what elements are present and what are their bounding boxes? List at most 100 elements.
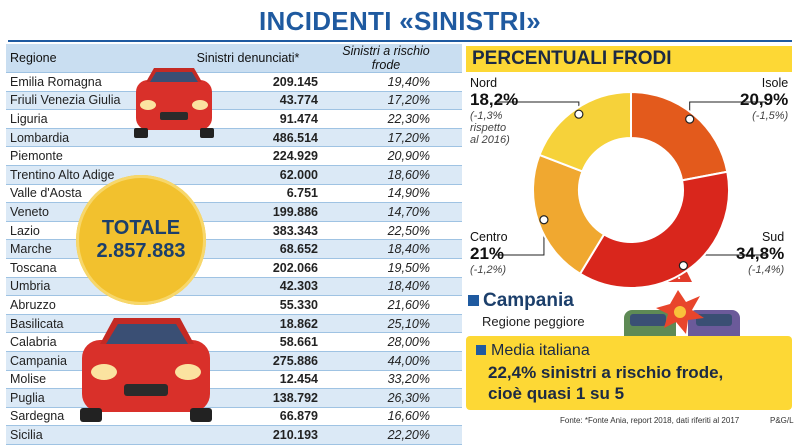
- cell-frode: 25,10%: [338, 314, 462, 334]
- leader-dot-sud: [678, 261, 688, 271]
- slice-variation-nord-3: al 2016): [470, 134, 510, 146]
- donut-chart: [496, 90, 766, 289]
- table-row: Marche 68.652 18,40%: [6, 239, 462, 259]
- leader-dot-centro: [539, 215, 549, 225]
- slice-name-isole: Isole: [761, 76, 789, 90]
- cell-regione: Calabria: [6, 332, 174, 352]
- table-row: Toscana 202.066 19,50%: [6, 258, 462, 278]
- table-row: Sicilia 210.193 22,20%: [6, 425, 462, 445]
- cell-sinistri: 209.145: [174, 72, 338, 92]
- cell-frode: 44,00%: [338, 351, 462, 371]
- cell-regione: Molise: [6, 370, 174, 390]
- slice-variation-nord-2: rispetto: [470, 122, 507, 134]
- cell-frode: 14,70%: [338, 202, 462, 222]
- slice-value-nord: 18,2%: [470, 90, 519, 109]
- slice-nord: [538, 90, 632, 173]
- cell-sinistri: 66.879: [174, 407, 338, 427]
- cell-regione: Trentino Alto Adige: [6, 165, 174, 185]
- table-row: Basilicata 18.862 25,10%: [6, 314, 462, 334]
- page-title: INCIDENTI «SINISTRI»: [259, 6, 541, 36]
- table-row: Veneto 199.886 14,70%: [6, 202, 462, 222]
- cell-sinistri: 199.886: [174, 202, 338, 222]
- cell-frode: 33,20%: [338, 370, 462, 390]
- header-regione: Regione: [6, 44, 174, 73]
- media-title: Media italiana: [491, 342, 590, 359]
- leader-dot-nord: [574, 109, 584, 119]
- slice-variation-nord-1: (-1,3%: [470, 110, 503, 122]
- cell-frode: 17,20%: [338, 128, 462, 148]
- cell-regione: Sicilia: [6, 425, 174, 445]
- label-centro: Centro 21% (-1,2%): [470, 230, 508, 276]
- table-row: Puglia 138.792 26,30%: [6, 388, 462, 408]
- cell-regione: Puglia: [6, 388, 174, 408]
- cell-sinistri: 210.193: [174, 425, 338, 445]
- cell-frode: 20,90%: [338, 146, 462, 166]
- table-row: Umbria 42.303 18,40%: [6, 277, 462, 297]
- slice-variation-sud: (-1,4%): [748, 264, 785, 276]
- cell-frode: 18,40%: [338, 239, 462, 259]
- slice-variation-isole: (-1,5%): [752, 110, 789, 122]
- source-note: Fonte: *Fonte Ania, report 2018, dati ri…: [560, 416, 740, 425]
- slice-value-isole: 20,9%: [740, 90, 789, 109]
- credit: P&G/L: [770, 416, 794, 425]
- cell-frode: 18,60%: [338, 165, 462, 185]
- cell-frode: 17,20%: [338, 91, 462, 111]
- cell-regione: Emilia Romagna: [6, 72, 174, 92]
- table-header-row: Regione Sinistri denunciati* Sinistri a …: [6, 44, 462, 73]
- cell-frode: 28,00%: [338, 332, 462, 352]
- campania-subtitle: Regione peggiore: [482, 314, 585, 329]
- slice-variation-centro: (-1,2%): [470, 264, 507, 276]
- total-label: TOTALE: [101, 217, 181, 239]
- cell-frode: 19,50%: [338, 258, 462, 278]
- cell-frode: 18,40%: [338, 277, 462, 297]
- table-row: Molise 12.454 33,20%: [6, 370, 462, 390]
- cell-regione: Sardegna: [6, 407, 174, 427]
- table-row: Trentino Alto Adige 62.000 18,60%: [6, 165, 462, 185]
- cell-sinistri: 138.792: [174, 388, 338, 408]
- leader-dot-isole: [685, 114, 695, 124]
- slice-name-sud: Sud: [761, 230, 785, 244]
- table-row: Lombardia 486.514 17,20%: [6, 128, 462, 148]
- bullet-square-icon: [476, 345, 486, 355]
- cell-sinistri: 43.774: [174, 91, 338, 111]
- cell-frode: 22,50%: [338, 221, 462, 241]
- cell-regione: Campania: [6, 351, 174, 371]
- slice-name-centro: Centro: [470, 230, 508, 244]
- slice-value-sud: 34,8%: [736, 244, 785, 263]
- cell-frode: 22,20%: [338, 425, 462, 445]
- cell-frode: 21,60%: [338, 295, 462, 315]
- cell-regione: Basilicata: [6, 314, 174, 334]
- cell-sinistri: 275.886: [174, 351, 338, 371]
- cell-sinistri: 91.474: [174, 109, 338, 129]
- media-line-2: cioè quasi 1 su 5: [488, 384, 625, 403]
- table-row: Liguria 91.474 22,30%: [6, 109, 462, 129]
- cell-frode: 16,60%: [338, 407, 462, 427]
- table-row: Emilia Romagna 209.145 19,40%: [6, 72, 462, 92]
- table-row: Lazio 383.343 22,50%: [6, 221, 462, 241]
- slice-isole: [630, 90, 729, 182]
- cell-sinistri: 486.514: [174, 128, 338, 148]
- table-row: Friuli Venezia Giulia 43.774 17,20%: [6, 91, 462, 111]
- cell-sinistri: 383.343: [174, 221, 338, 241]
- header-frode: Sinistri a rischio frode: [338, 44, 462, 73]
- cell-sinistri: 12.454: [174, 370, 338, 390]
- bullet-square-icon: [468, 295, 479, 306]
- cell-regione: Piemonte: [6, 146, 174, 166]
- cell-frode: 26,30%: [338, 388, 462, 408]
- cell-sinistri: 68.652: [174, 239, 338, 259]
- cell-sinistri: 6.751: [174, 184, 338, 204]
- label-sud: Sud 34,8% (-1,4%): [736, 230, 784, 276]
- cell-sinistri: 62.000: [174, 165, 338, 185]
- cell-sinistri: 55.330: [174, 295, 338, 315]
- table-row: Abruzzo 55.330 21,60%: [6, 295, 462, 315]
- slice-name-nord: Nord: [470, 76, 498, 90]
- cell-regione: Liguria: [6, 109, 174, 129]
- campania-title: Campania: [483, 290, 574, 311]
- campania-callout: Campania Regione peggiore: [468, 290, 585, 329]
- cell-regione: Lombardia: [6, 128, 174, 148]
- table-row: Campania 275.886 44,00%: [6, 351, 462, 371]
- cell-sinistri: 58.661: [174, 332, 338, 352]
- cell-sinistri: 42.303: [174, 277, 338, 297]
- header-sinistri: Sinistri denunciati*: [174, 44, 338, 73]
- title-divider: [8, 40, 792, 42]
